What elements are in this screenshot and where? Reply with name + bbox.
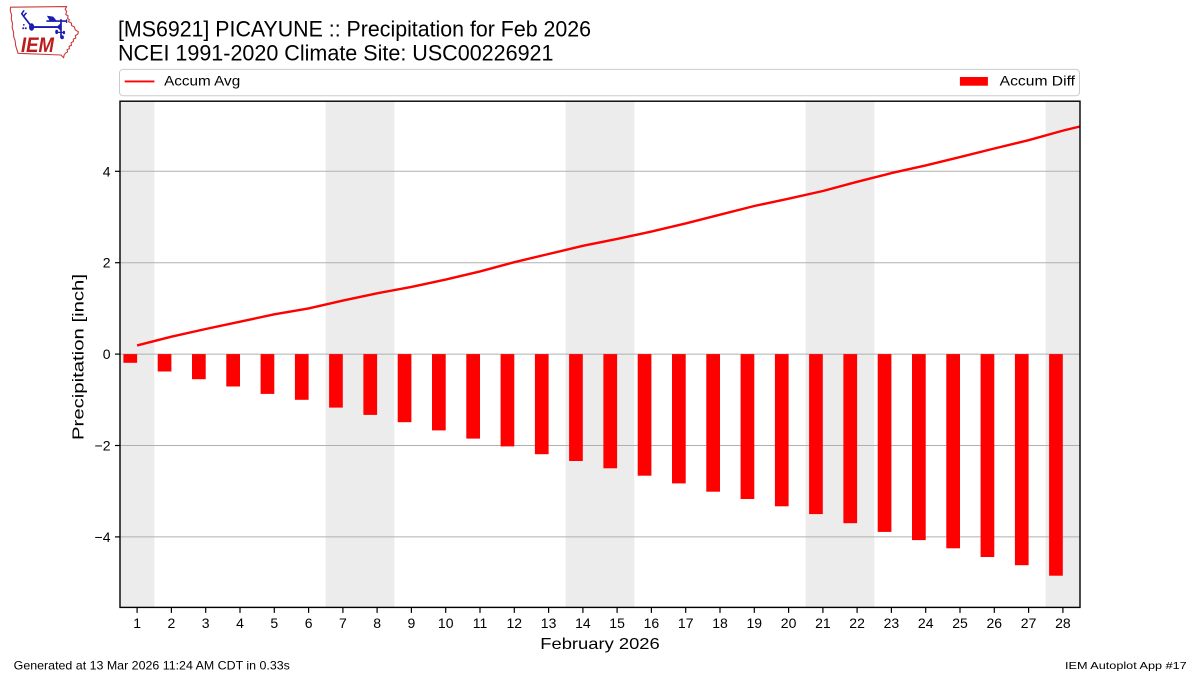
svg-text:1: 1 xyxy=(133,615,141,631)
svg-text:16: 16 xyxy=(644,615,660,631)
svg-text:19: 19 xyxy=(747,615,763,631)
svg-text:February 2026: February 2026 xyxy=(540,636,660,653)
svg-text:2: 2 xyxy=(168,615,176,631)
svg-text:17: 17 xyxy=(678,615,694,631)
svg-text:4: 4 xyxy=(236,615,244,631)
svg-text:Precipitation [inch]: Precipitation [inch] xyxy=(71,274,88,440)
svg-text:23: 23 xyxy=(884,615,900,631)
svg-text:−2: −2 xyxy=(95,438,111,454)
svg-text:Generated at 13 Mar 2026 11:24: Generated at 13 Mar 2026 11:24 AM CDT in… xyxy=(14,658,290,672)
svg-text:12: 12 xyxy=(507,615,523,631)
svg-text:18: 18 xyxy=(712,615,728,631)
svg-text:7: 7 xyxy=(339,615,347,631)
svg-text:21: 21 xyxy=(815,615,831,631)
svg-text:14: 14 xyxy=(575,615,591,631)
svg-text:22: 22 xyxy=(849,615,865,631)
svg-text:24: 24 xyxy=(918,615,934,631)
svg-text:NCEI 1991-2020 Climate Site: U: NCEI 1991-2020 Climate Site: USC00226921 xyxy=(118,41,554,66)
svg-text:20: 20 xyxy=(781,615,797,631)
svg-text:26: 26 xyxy=(987,615,1003,631)
svg-text:−4: −4 xyxy=(95,529,111,545)
svg-text:11: 11 xyxy=(473,615,488,631)
svg-text:27: 27 xyxy=(1021,615,1037,631)
svg-text:6: 6 xyxy=(305,615,313,631)
svg-text:IEM: IEM xyxy=(21,34,54,57)
svg-text:[MS6921] PICAYUNE :: Precipita: [MS6921] PICAYUNE :: Precipitation for F… xyxy=(118,16,591,41)
svg-text:IEM Autoplot App #17: IEM Autoplot App #17 xyxy=(1065,660,1187,672)
svg-text:3: 3 xyxy=(202,615,210,631)
svg-text:Accum Avg: Accum Avg xyxy=(164,73,240,89)
svg-text:25: 25 xyxy=(952,615,968,631)
svg-text:5: 5 xyxy=(270,615,278,631)
svg-text:0: 0 xyxy=(103,346,111,362)
svg-text:28: 28 xyxy=(1055,615,1071,631)
svg-text:Accum Diff: Accum Diff xyxy=(1000,73,1075,89)
svg-text:13: 13 xyxy=(541,615,557,631)
svg-text:9: 9 xyxy=(408,615,416,631)
svg-text:4: 4 xyxy=(103,163,111,179)
svg-text:15: 15 xyxy=(609,615,625,631)
svg-text:10: 10 xyxy=(438,615,454,631)
svg-text:8: 8 xyxy=(373,615,381,631)
svg-text:2: 2 xyxy=(103,255,111,271)
